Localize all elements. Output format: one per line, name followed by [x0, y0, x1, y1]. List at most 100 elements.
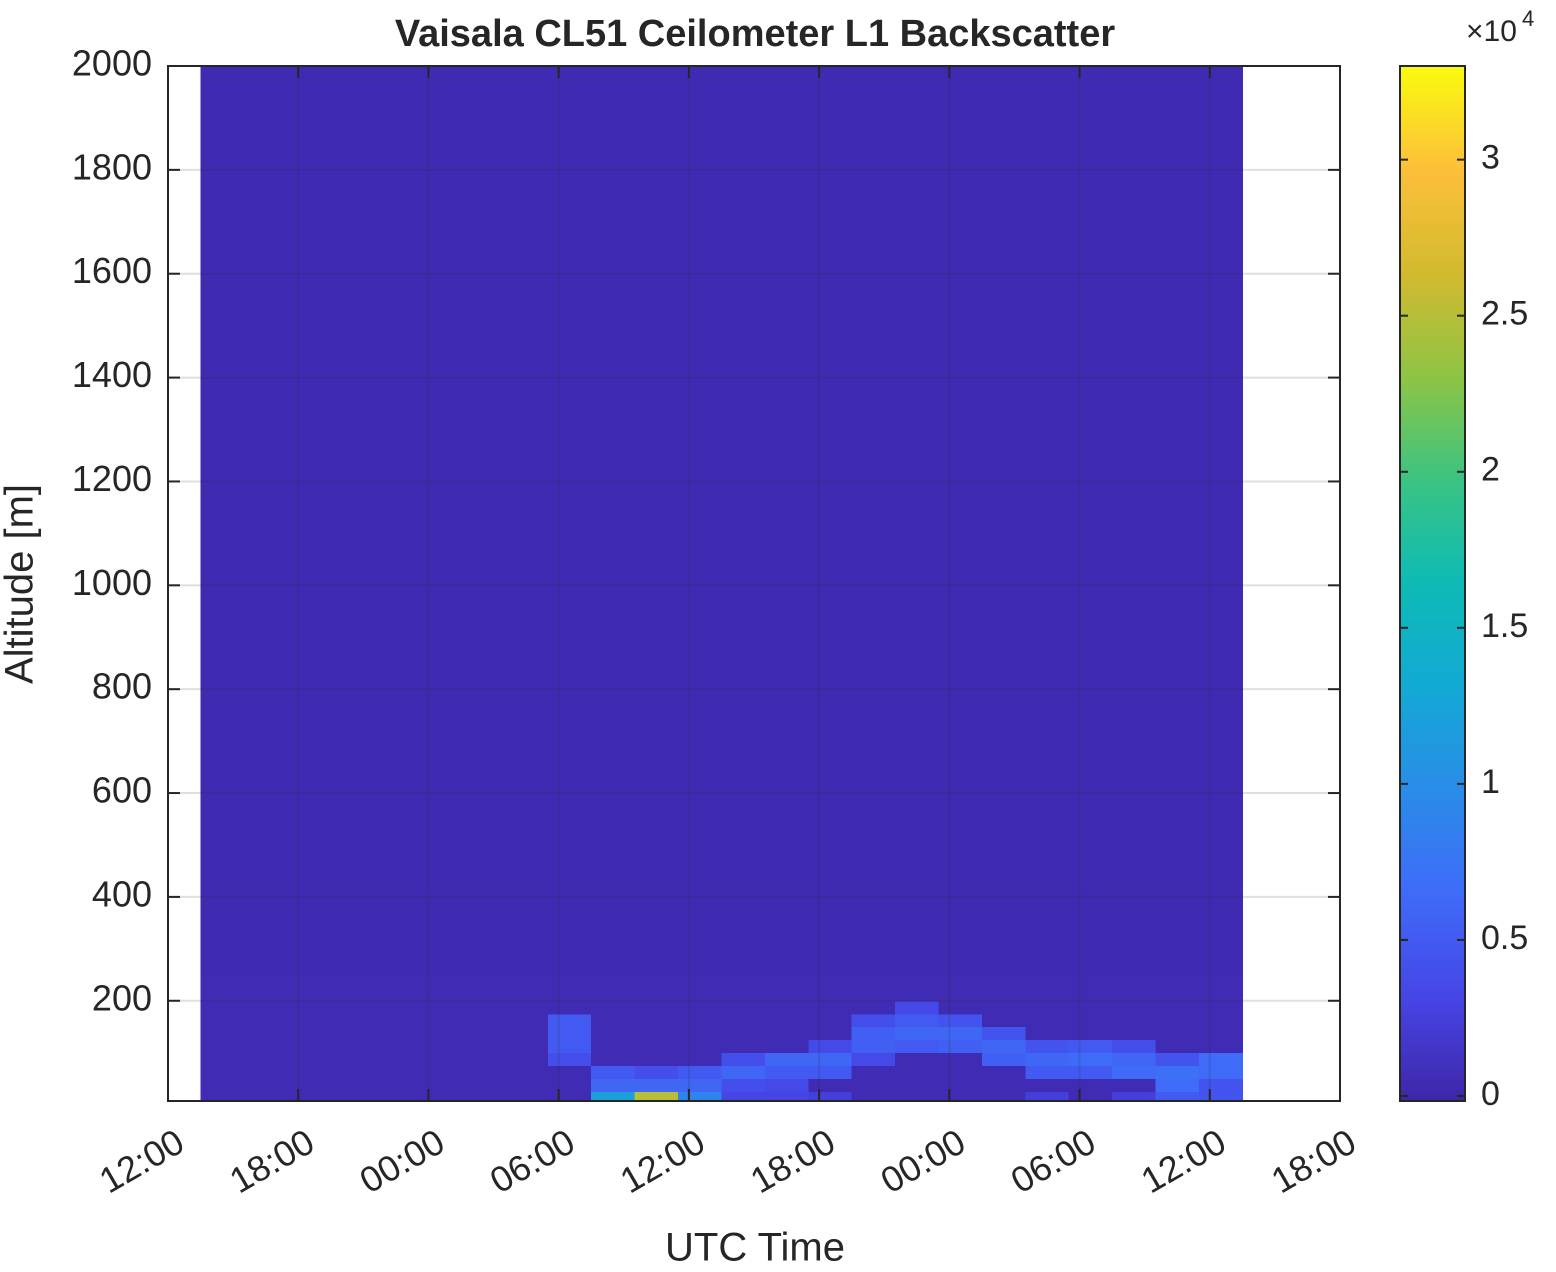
- heatmap-cell: [330, 1013, 375, 1028]
- y-tick-label: 1800: [72, 146, 152, 187]
- heatmap-cell: [764, 1091, 809, 1102]
- heatmap-cell: [721, 974, 766, 1002]
- y-tick-label: 200: [92, 977, 152, 1018]
- heatmap-cell: [851, 1065, 896, 1080]
- heatmap-cell: [243, 1052, 288, 1067]
- heatmap-cell: [851, 1013, 896, 1028]
- heatmap-cell: [374, 1000, 419, 1015]
- heatmap-cell: [634, 1000, 679, 1015]
- heatmap-cell: [287, 66, 332, 976]
- heatmap-cell: [678, 1052, 722, 1067]
- heatmap-cell: [895, 1091, 939, 1102]
- heatmap-cell: [1155, 1091, 1200, 1102]
- heatmap-cell: [200, 1065, 245, 1080]
- x-tick-label: 18:00: [743, 1121, 842, 1202]
- heatmap-cell: [678, 1000, 722, 1015]
- heatmap-cell: [678, 1039, 722, 1054]
- heatmap-cell: [330, 1039, 375, 1054]
- heatmap-cell: [851, 1052, 896, 1067]
- heatmap-cell: [461, 1052, 505, 1067]
- heatmap-cell: [721, 1013, 766, 1028]
- heatmap-cell: [417, 1013, 462, 1028]
- heatmap-cell: [851, 1078, 896, 1093]
- heatmap-cell: [547, 974, 592, 1002]
- heatmap-cell: [808, 1052, 853, 1067]
- heatmap-cell: [1068, 1052, 1113, 1067]
- heatmap-cell: [461, 1065, 505, 1080]
- heatmap-cell: [330, 1000, 375, 1015]
- heatmap-cell: [374, 1013, 419, 1028]
- heatmap-cell: [504, 1052, 549, 1067]
- heatmap-cell: [634, 1039, 679, 1054]
- heatmap-cell: [1155, 1078, 1200, 1093]
- heatmap-cell: [243, 66, 288, 976]
- heatmap-cell: [1068, 974, 1113, 1002]
- heatmap-cell: [287, 1000, 332, 1015]
- heatmap-cell: [1112, 1026, 1157, 1041]
- heatmap-cell: [764, 66, 809, 976]
- heatmap-cell: [243, 1039, 288, 1054]
- heatmap-cell: [1025, 1026, 1070, 1041]
- heatmap-cell: [1112, 1000, 1157, 1015]
- y-tick-label: 600: [92, 770, 152, 811]
- heatmap-cell: [981, 1078, 1026, 1093]
- heatmap-cell: [504, 1065, 549, 1080]
- heatmap-cell: [1155, 66, 1200, 976]
- heatmap-cell: [764, 1013, 809, 1028]
- heatmap-cell: [330, 1078, 375, 1093]
- heatmap-cell: [1025, 1039, 1070, 1054]
- heatmap: [200, 66, 1243, 1102]
- heatmap-cell: [547, 1026, 592, 1041]
- heatmap-cell: [808, 1078, 853, 1093]
- heatmap-cell: [417, 66, 462, 976]
- heatmap-cell: [1068, 1026, 1113, 1041]
- heatmap-cell: [591, 1026, 636, 1041]
- heatmap-cell: [417, 1026, 462, 1041]
- heatmap-cell: [591, 1052, 636, 1067]
- heatmap-cell: [938, 1091, 983, 1102]
- heatmap-cell: [1025, 974, 1070, 1002]
- heatmap-cell: [1068, 1013, 1113, 1028]
- heatmap-cell: [981, 1091, 1026, 1102]
- heatmap-cell: [981, 1065, 1026, 1080]
- heatmap-cell: [678, 1065, 722, 1080]
- heatmap-cell: [1112, 1039, 1157, 1054]
- heatmap-cell: [721, 1026, 766, 1041]
- heatmap-cell: [330, 1091, 375, 1102]
- heatmap-cell: [417, 1078, 462, 1093]
- heatmap-cell: [1068, 1078, 1113, 1093]
- heatmap-cell: [895, 1013, 939, 1028]
- y-tick-label: 400: [92, 873, 152, 914]
- heatmap-cell: [981, 66, 1026, 976]
- heatmap-cell: [678, 974, 722, 1002]
- colorbar: [1399, 65, 1466, 1102]
- heatmap-cell: [417, 1052, 462, 1067]
- heatmap-cell: [1198, 1039, 1243, 1054]
- heatmap-cell: [1198, 1052, 1243, 1067]
- heatmap-cell: [504, 1000, 549, 1015]
- heatmap-cell: [200, 1091, 245, 1102]
- heatmap-cell: [938, 1078, 983, 1093]
- heatmap-cell: [243, 974, 288, 1002]
- heatmap-cell: [504, 1039, 549, 1054]
- heatmap-cell: [895, 1065, 939, 1080]
- heatmap-cell: [764, 974, 809, 1002]
- heatmap-cell: [895, 974, 939, 1002]
- heatmap-cell: [1112, 1091, 1157, 1102]
- heatmap-cell: [417, 1000, 462, 1015]
- heatmap-cell: [591, 1091, 636, 1102]
- heatmap-cell: [981, 1039, 1026, 1054]
- x-tick-label: 12:00: [92, 1121, 191, 1202]
- heatmap-cell: [461, 1026, 505, 1041]
- heatmap-cell: [200, 1078, 245, 1093]
- heatmap-cell: [287, 1052, 332, 1067]
- colorbar-exponent-base: ×10: [1466, 15, 1517, 48]
- x-tick-label: 00:00: [353, 1121, 452, 1202]
- heatmap-cell: [634, 974, 679, 1002]
- colorbar-tick-label: 2.5: [1481, 295, 1528, 333]
- heatmap-cell: [547, 1078, 592, 1093]
- heatmap-cell: [1155, 974, 1200, 1002]
- heatmap-cell: [764, 1065, 809, 1080]
- y-tick-label: 1200: [72, 458, 152, 499]
- heatmap-cell: [504, 1026, 549, 1041]
